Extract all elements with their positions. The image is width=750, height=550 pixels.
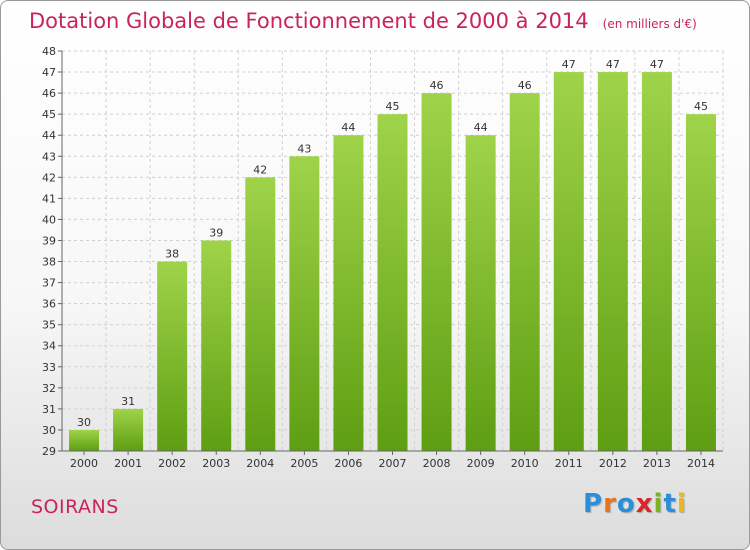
bar-2000 — [69, 429, 100, 451]
bar-2009 — [465, 135, 496, 452]
y-tick-label: 37 — [42, 277, 56, 290]
bar-2012 — [597, 72, 628, 451]
x-tick-label: 2003 — [202, 457, 230, 470]
y-tick-label: 43 — [42, 150, 56, 163]
chart-subtitle: (en milliers d'€) — [602, 17, 697, 31]
bar-2005 — [289, 156, 320, 451]
x-tick-label: 2007 — [379, 457, 407, 470]
proxiti-logo: Proxiti — [583, 489, 687, 519]
axes: 29 30 31 32 33 34 35 36 37 38 39 40 41 42 43 44 45 46 47 48… — [42, 45, 723, 470]
bar-value-label: 39 — [209, 226, 223, 239]
bar-value-label: 46 — [518, 79, 532, 92]
commune-name: SOIRANS — [31, 496, 119, 518]
x-tick-label: 2008 — [423, 457, 451, 470]
x-tick-label: 2011 — [555, 457, 583, 470]
y-tick-label: 44 — [42, 129, 56, 142]
y-tick-label: 30 — [42, 424, 56, 437]
x-tick-label: 2012 — [599, 457, 627, 470]
y-tick-label: 38 — [42, 256, 56, 269]
bar-value-label: 47 — [606, 58, 620, 71]
bar-2011 — [553, 72, 584, 451]
bar-value-label: 44 — [474, 121, 488, 134]
bar-2008 — [421, 93, 452, 452]
x-tick-label: 2001 — [114, 457, 142, 470]
bar-value-label: 31 — [121, 395, 135, 408]
y-tick-label: 47 — [42, 66, 56, 79]
bar-value-label: 43 — [297, 142, 311, 155]
bar-2013 — [641, 72, 672, 451]
bar-2006 — [333, 135, 364, 452]
x-tick-label: 2014 — [687, 457, 715, 470]
y-tick-label: 29 — [42, 445, 56, 458]
bar-value-label: 42 — [253, 163, 267, 176]
y-tick-label: 31 — [42, 403, 56, 416]
y-tick-label: 41 — [42, 192, 56, 205]
x-tick-label: 2013 — [643, 457, 671, 470]
x-tick-label: 2002 — [158, 457, 186, 470]
x-tick-label: 2000 — [70, 457, 98, 470]
bar-value-label: 44 — [341, 121, 355, 134]
y-tick-label: 39 — [42, 234, 56, 247]
bar-value-label: 38 — [165, 248, 179, 261]
y-tick-label: 40 — [42, 213, 56, 226]
bar-2014 — [685, 114, 716, 451]
bar-value-label: 47 — [562, 58, 576, 71]
y-tick-label: 36 — [42, 298, 56, 311]
y-tick-label: 46 — [42, 87, 56, 100]
x-tick-label: 2009 — [467, 457, 495, 470]
bars: 30 31 38 39 42 43 44 45 46 44 46 47 47 47 45 — [69, 58, 716, 452]
x-tick-label: 2004 — [246, 457, 274, 470]
bar-2007 — [377, 114, 408, 451]
y-tick-label: 32 — [42, 382, 56, 395]
bar-2010 — [509, 93, 540, 452]
y-tick-label: 33 — [42, 361, 56, 374]
x-tick-label: 2005 — [290, 457, 318, 470]
x-tick-label: 2006 — [334, 457, 362, 470]
bar-value-label: 45 — [386, 100, 400, 113]
bar-2002 — [157, 261, 188, 451]
bar-2003 — [201, 240, 232, 451]
y-tick-label: 48 — [42, 45, 56, 58]
bar-value-label: 47 — [650, 58, 664, 71]
y-tick-label: 42 — [42, 171, 56, 184]
y-tick-label: 45 — [42, 108, 56, 121]
y-tick-label: 35 — [42, 319, 56, 332]
bar-2004 — [245, 177, 276, 451]
bar-2001 — [113, 408, 144, 451]
chart-title-text: Dotation Globale de Fonctionnement de 20… — [29, 9, 589, 33]
y-tick-label: 34 — [42, 340, 56, 353]
bar-value-label: 46 — [430, 79, 444, 92]
chart-title: Dotation Globale de Fonctionnement de 20… — [29, 9, 697, 33]
bar-value-label: 45 — [694, 100, 708, 113]
bar-value-label: 30 — [77, 416, 91, 429]
x-tick-label: 2010 — [511, 457, 539, 470]
